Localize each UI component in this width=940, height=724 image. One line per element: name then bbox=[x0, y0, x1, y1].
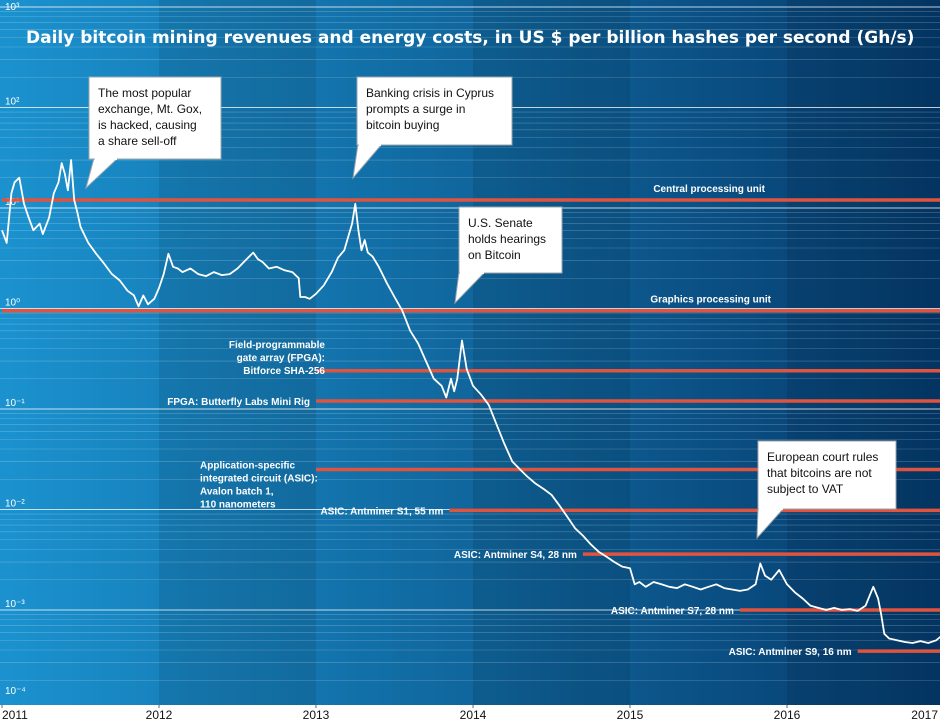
hardware-level-label: gate array (FPGA): bbox=[237, 353, 325, 364]
callout-box bbox=[356, 76, 513, 146]
y-tick-label: 10⁻⁴ bbox=[5, 686, 26, 697]
hardware-level-label: Bitforce SHA-256 bbox=[243, 366, 325, 377]
hardware-level-label: Graphics processing unit bbox=[650, 295, 771, 306]
year-band bbox=[787, 0, 940, 705]
y-tick-label: 10² bbox=[5, 97, 20, 108]
callout-box bbox=[88, 76, 222, 160]
callout-text: holds hearings bbox=[468, 232, 546, 246]
callout-text: Banking crisis in Cyprus bbox=[366, 86, 494, 100]
revenue-series-line bbox=[1, 159, 940, 644]
hardware-level-label: Avalon batch 1, bbox=[200, 487, 274, 498]
hardware-level-label: 110 nanometers bbox=[200, 500, 276, 511]
chart-title: Daily bitcoin mining revenues and energy… bbox=[26, 28, 914, 48]
annotation-callout: European court rules that bitcoins are no… bbox=[756, 440, 897, 540]
y-tick-label: 10⁻² bbox=[5, 499, 25, 510]
hardware-level-label: Field-programmable bbox=[229, 340, 326, 351]
callout-join bbox=[359, 143, 381, 146]
annotation-callout: Banking crisis in Cyprus prompts a surge … bbox=[352, 76, 513, 180]
callout-text: prompts a surge in bbox=[366, 102, 465, 116]
y-tick-label: 10³ bbox=[5, 2, 20, 13]
callout-join bbox=[759, 507, 783, 510]
x-tick-label: 2015 bbox=[617, 708, 644, 722]
x-tick-label: 2014 bbox=[460, 708, 487, 722]
x-tick-label: 2012 bbox=[146, 708, 173, 722]
callout-text: subject to VAT bbox=[767, 482, 844, 496]
x-tick-label: 2016 bbox=[774, 708, 801, 722]
hardware-level-label: ASIC: Antminer S4, 28 nm bbox=[454, 550, 577, 561]
y-tick-label: 10⁻¹ bbox=[5, 398, 25, 409]
callout-box bbox=[458, 206, 563, 274]
callout-text: that bitcoins are not bbox=[767, 466, 872, 480]
callout-text: is hacked, causing bbox=[98, 118, 197, 132]
callout-text: a share sell-off bbox=[98, 134, 177, 148]
hardware-level-label: ASIC: Antminer S9, 16 nm bbox=[729, 647, 852, 658]
hardware-level-label: ASIC: Antminer S1, 55 nm bbox=[320, 506, 443, 517]
callout-text: exchange, Mt. Gox, bbox=[98, 102, 202, 116]
y-tick-label: 10⁻³ bbox=[5, 599, 25, 610]
y-tick-label: 10⁰ bbox=[5, 298, 20, 309]
hardware-level-label: FPGA: Butterfly Labs Mini Rig bbox=[167, 397, 310, 408]
hardware-level-label: Central processing unit bbox=[653, 184, 765, 195]
callout-join bbox=[460, 271, 484, 274]
x-tick-label: 2013 bbox=[303, 708, 330, 722]
x-tick-label: 2017 bbox=[911, 708, 938, 722]
annotation-callout: U.S. Senate holds hearings on Bitcoin bbox=[454, 206, 563, 305]
hardware-level-label: integrated circuit (ASIC): bbox=[200, 474, 318, 485]
hardware-level-label: ASIC: Antminer S7, 28 nm bbox=[611, 606, 734, 617]
hardware-level-label: Application-specific bbox=[200, 461, 295, 472]
y-tick-label: 10¹ bbox=[5, 197, 20, 208]
callout-text: U.S. Senate bbox=[468, 216, 533, 230]
annotation-callout: The most popular exchange, Mt. Gox, is hac… bbox=[85, 76, 222, 190]
x-tick-label: 2011 bbox=[2, 708, 28, 722]
callout-text: bitcoin buying bbox=[366, 118, 439, 132]
callout-text: The most popular bbox=[98, 86, 191, 100]
callout-join bbox=[95, 157, 117, 160]
callout-box bbox=[757, 440, 897, 510]
callout-text: European court rules bbox=[767, 450, 878, 464]
callout-text: on Bitcoin bbox=[468, 248, 521, 262]
